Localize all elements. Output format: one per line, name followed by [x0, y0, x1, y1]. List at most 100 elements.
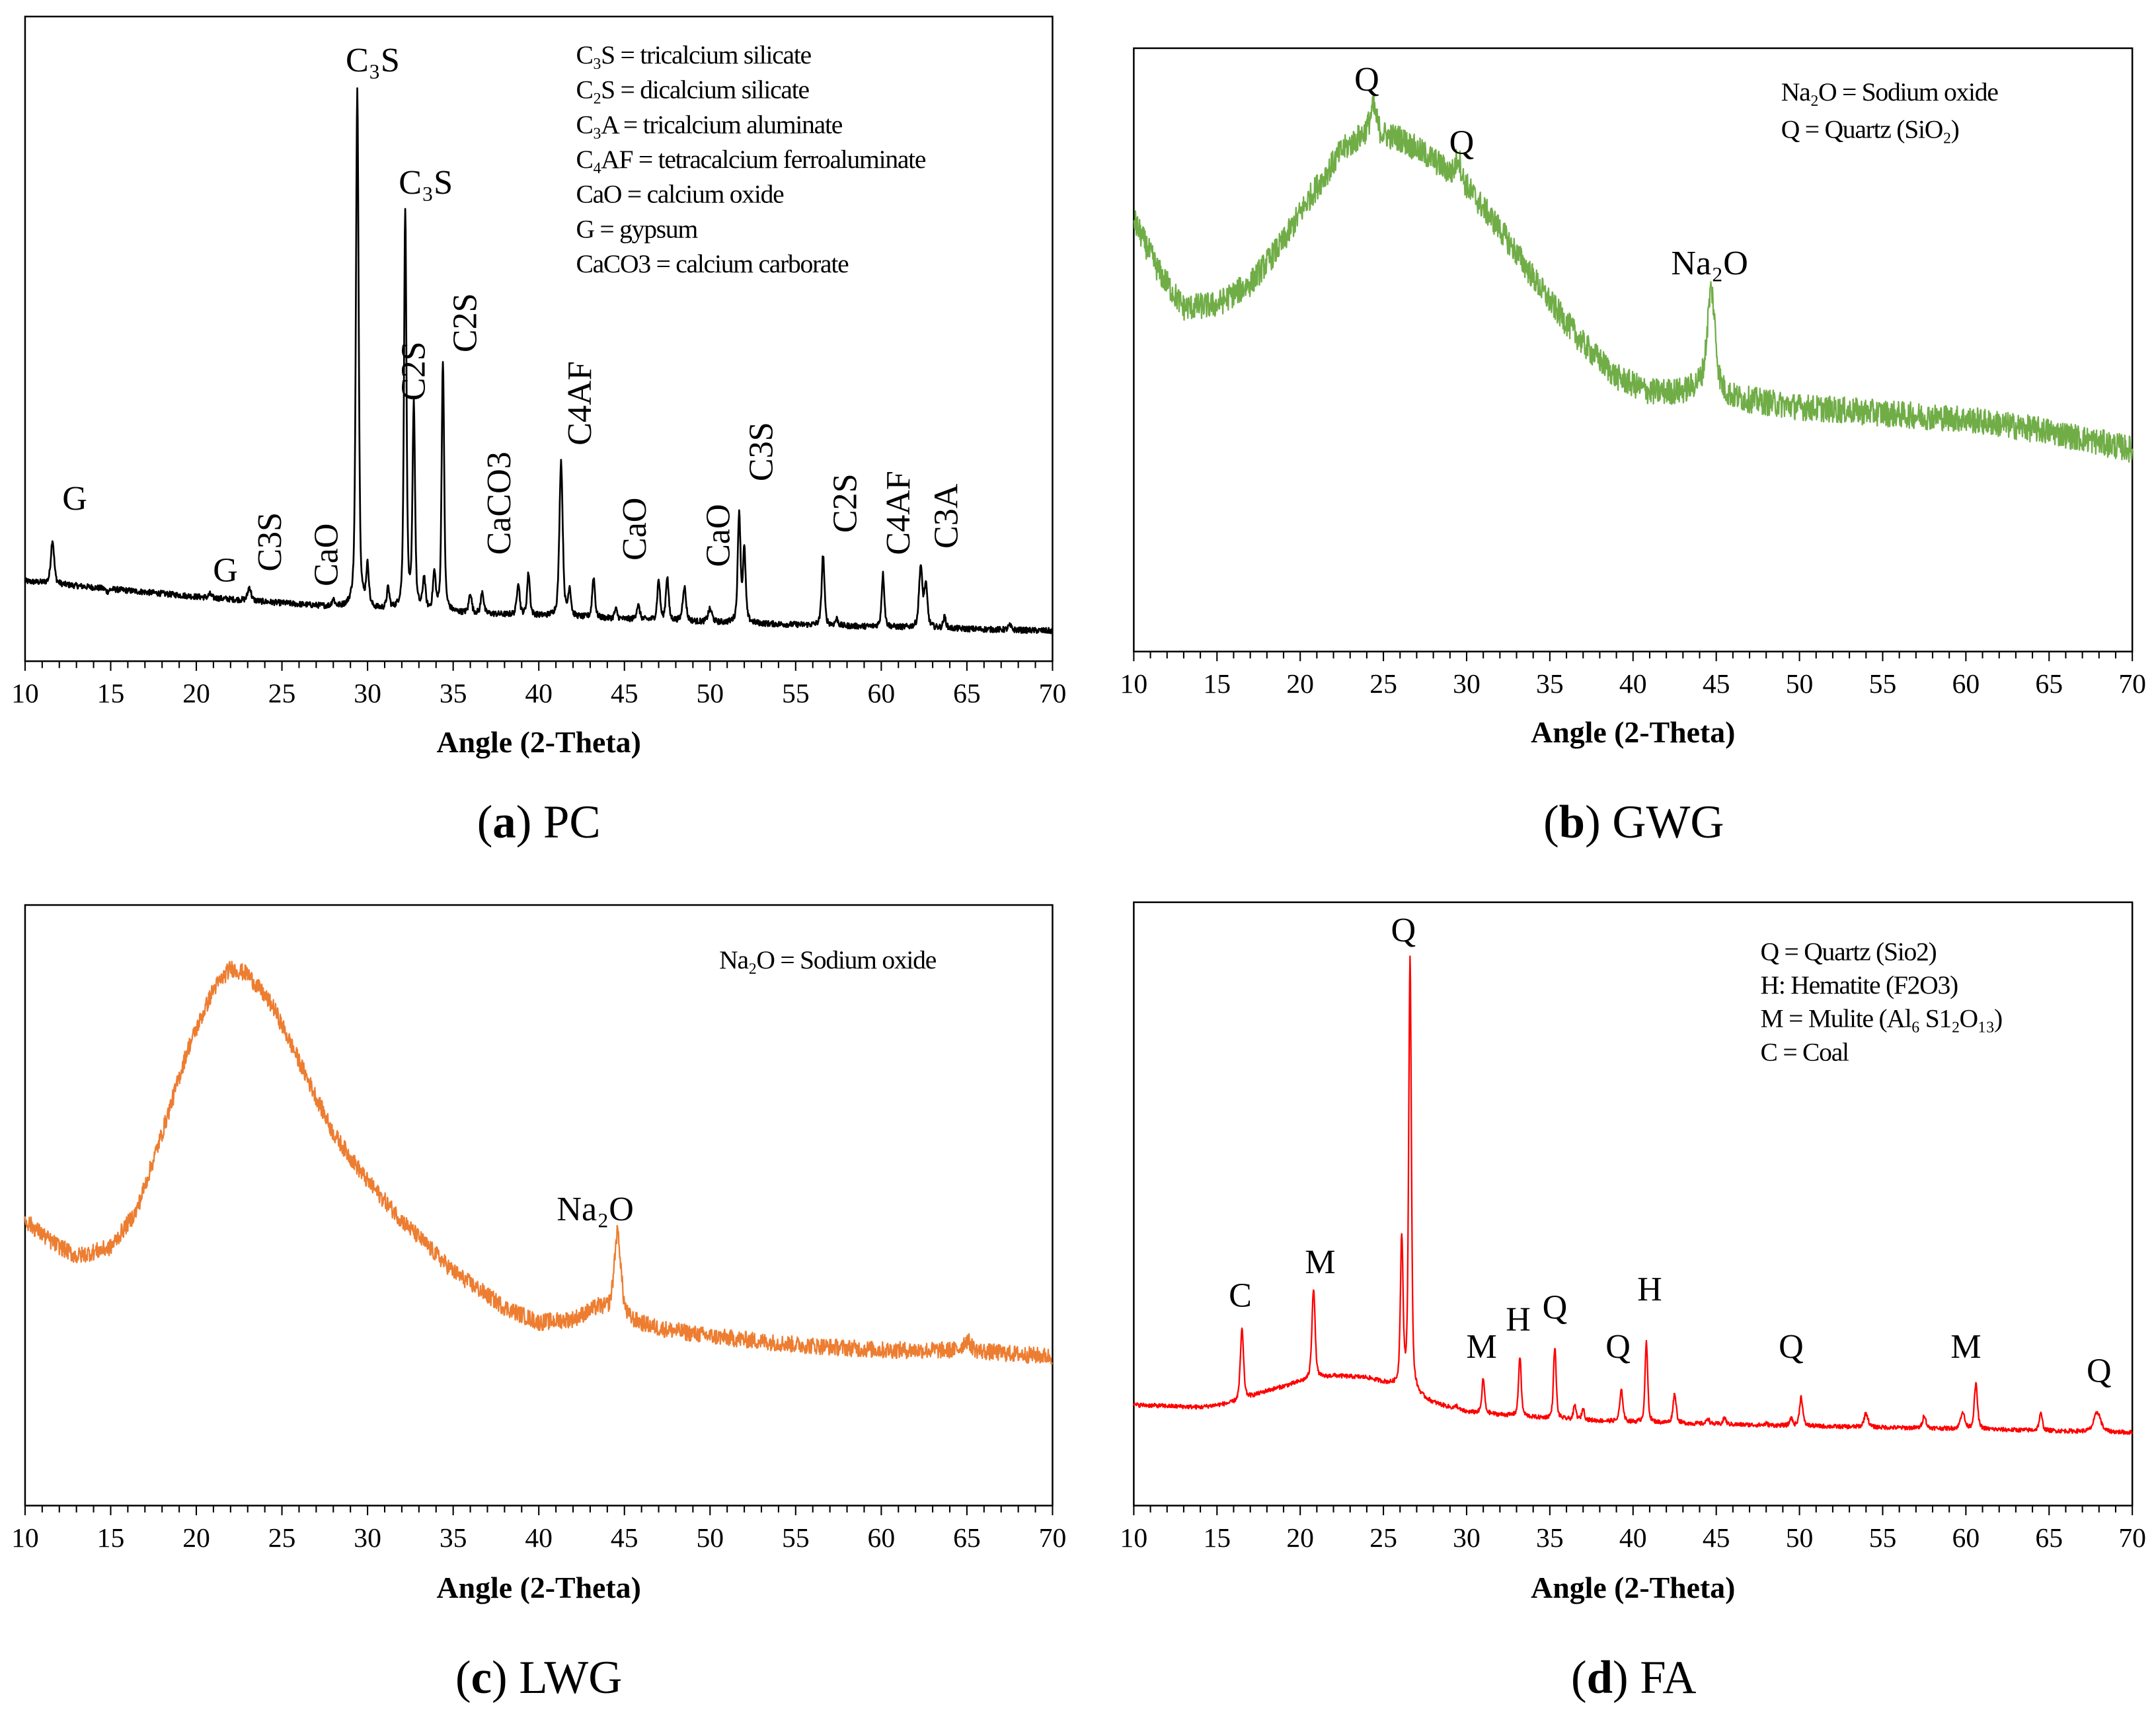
x-tick-label: 55: [782, 1523, 810, 1553]
caption-name: LWG: [519, 1652, 622, 1704]
peak-annotation: M: [1950, 1328, 1981, 1366]
x-axis-title: Angle (2-Theta): [437, 725, 641, 759]
x-tick-label: 10: [1120, 669, 1148, 699]
x-tick-label: 35: [440, 1523, 467, 1553]
x-tick-label: 70: [2118, 669, 2146, 699]
legend-entry: Na₂O = Sodium oxide: [719, 945, 937, 974]
x-tick-label: 10: [11, 679, 39, 709]
chart-panel-gwg: 10 15 20 25 30 35 40 45 50 55 60 65 70 Angle (2-Theta…: [1120, 47, 2146, 848]
peak-annotation: C3S: [743, 422, 781, 481]
legend-entry: C = Coal: [1761, 1037, 1850, 1066]
panel-caption: (c) LWG: [455, 1652, 622, 1704]
x-axis-title: Angle (2-Theta): [437, 1571, 641, 1604]
x-tick-label: 50: [1786, 669, 1814, 699]
peak-annotation: C4AF: [880, 471, 917, 555]
peak-annotation: Q: [1354, 61, 1379, 98]
x-axis-title: Angle (2-Theta): [1531, 715, 1735, 749]
legend-entry: M = Mulite (Al₆ S1₂O₁₃): [1761, 1004, 2002, 1033]
x-tick-label: 60: [868, 679, 896, 709]
peak-annotation: C2S: [395, 342, 433, 401]
legend-entry: C₃S = tricalcium silicate: [576, 40, 811, 69]
x-axis-title: Angle (2-Theta): [1531, 1571, 1735, 1604]
x-tick-label: 35: [1536, 669, 1564, 699]
peak-annotation: C3A: [927, 483, 965, 549]
peak-annotation: CaO: [307, 524, 345, 586]
x-tick-label: 25: [1369, 669, 1397, 699]
x-tick-label: 65: [953, 1523, 981, 1553]
peak-annotation: CaO: [700, 504, 738, 567]
panel-caption: (a) PC: [477, 797, 601, 848]
x-tick-label: 25: [1369, 1523, 1397, 1553]
peak-annotation: Na₂O: [557, 1191, 634, 1228]
peak-annotation: C: [1229, 1276, 1252, 1314]
peak-annotation: C₃S: [346, 42, 400, 79]
caption-paren: (: [455, 1652, 471, 1704]
caption-paren: (: [477, 797, 493, 848]
plot-frame: [24, 15, 1054, 662]
x-tick-label: 40: [1619, 1523, 1647, 1553]
chart-panel-pc: 10 15 20 25 30 35 40 45 50 55 60 65 70 Angle (2-Theta…: [11, 15, 1067, 848]
x-tick-label: 20: [182, 1523, 210, 1553]
chart-panel-lwg: 10 15 20 25 30 35 40 45 50 55 60 65 70 Angle (2-Theta…: [11, 904, 1067, 1704]
x-tick-label: 55: [782, 679, 810, 709]
peak-annotation: Na₂O: [1671, 245, 1748, 282]
caption-paren: (: [1571, 1652, 1587, 1704]
x-tick-label: 70: [1039, 679, 1067, 709]
legend-entry: Q = Quartz (Sio2): [1761, 937, 1937, 966]
caption-paren: ): [516, 797, 543, 848]
legend-entry: CaO = calcium oxide: [576, 180, 784, 209]
x-tick-label: 65: [2035, 1523, 2063, 1553]
peak-annotation: Q: [1391, 912, 1416, 949]
legend-entry: CaCO3 = calcium carborate: [576, 249, 849, 278]
x-tick-label: 10: [11, 1523, 39, 1553]
x-tick-label: 70: [1039, 1523, 1067, 1553]
peak-annotation: CaCO3: [481, 451, 518, 555]
peak-annotation: C2S: [446, 293, 484, 352]
peak-annotation: G: [213, 551, 238, 589]
x-tick-label: 55: [1869, 1523, 1897, 1553]
plot-frame: [1133, 901, 2134, 1507]
peak-annotation: Q: [1605, 1328, 1631, 1366]
peak-annotation: Q: [1779, 1328, 1804, 1366]
x-tick-label: 20: [1286, 1523, 1314, 1553]
legend-entry: C₂S = dicalcium silicate: [576, 75, 809, 104]
x-tick-label: 55: [1869, 669, 1897, 699]
panel-caption: (b) GWG: [1543, 797, 1724, 848]
peak-annotation: C2S: [826, 473, 864, 533]
plot-frame: [24, 904, 1054, 1507]
x-tick-label: 60: [1952, 669, 1980, 699]
caption-letter: a: [492, 797, 516, 848]
caption-name: FA: [1640, 1652, 1696, 1704]
legend-entry: H: Hematite (F2O3): [1761, 970, 1958, 1000]
legend-entry: C₄AF = tetracalcium ferroaluminate: [576, 145, 925, 174]
series-line-gwg: [1133, 95, 2134, 463]
series-line-fa: [1133, 955, 2133, 1435]
caption-paren: (: [1543, 797, 1559, 848]
peak-annotation: C3S: [251, 512, 289, 572]
legend-entry: G = gypsum: [576, 214, 698, 243]
x-tick-label: 45: [611, 679, 638, 709]
x-tick-label: 30: [1453, 669, 1481, 699]
caption-name: GWG: [1612, 797, 1724, 848]
plot-frame: [1133, 47, 2134, 652]
x-tick-label: 65: [2035, 669, 2063, 699]
caption-letter: c: [471, 1652, 492, 1704]
peak-annotation: H: [1506, 1301, 1531, 1339]
x-tick-label: 60: [868, 1523, 896, 1553]
panel-caption: (d) FA: [1571, 1652, 1697, 1704]
x-tick-label: 40: [525, 679, 553, 709]
x-tick-label: 25: [268, 1523, 296, 1553]
x-tick-label: 45: [1703, 669, 1730, 699]
caption-name: PC: [543, 797, 601, 848]
caption-paren: ): [492, 1652, 519, 1704]
peak-annotation: C₃S: [399, 164, 453, 202]
peak-annotation: Q: [2087, 1352, 2112, 1390]
chart-panel-fa: 10 15 20 25 30 35 40 45 50 55 60 65 70 Angle (2-Theta…: [1120, 901, 2146, 1704]
x-tick-label: 50: [1786, 1523, 1814, 1553]
x-tick-label: 35: [1536, 1523, 1564, 1553]
series-line-pc: [24, 87, 1054, 635]
x-tick-label: 25: [268, 679, 296, 709]
x-tick-label: 15: [1203, 1523, 1231, 1553]
caption-letter: d: [1587, 1652, 1613, 1704]
